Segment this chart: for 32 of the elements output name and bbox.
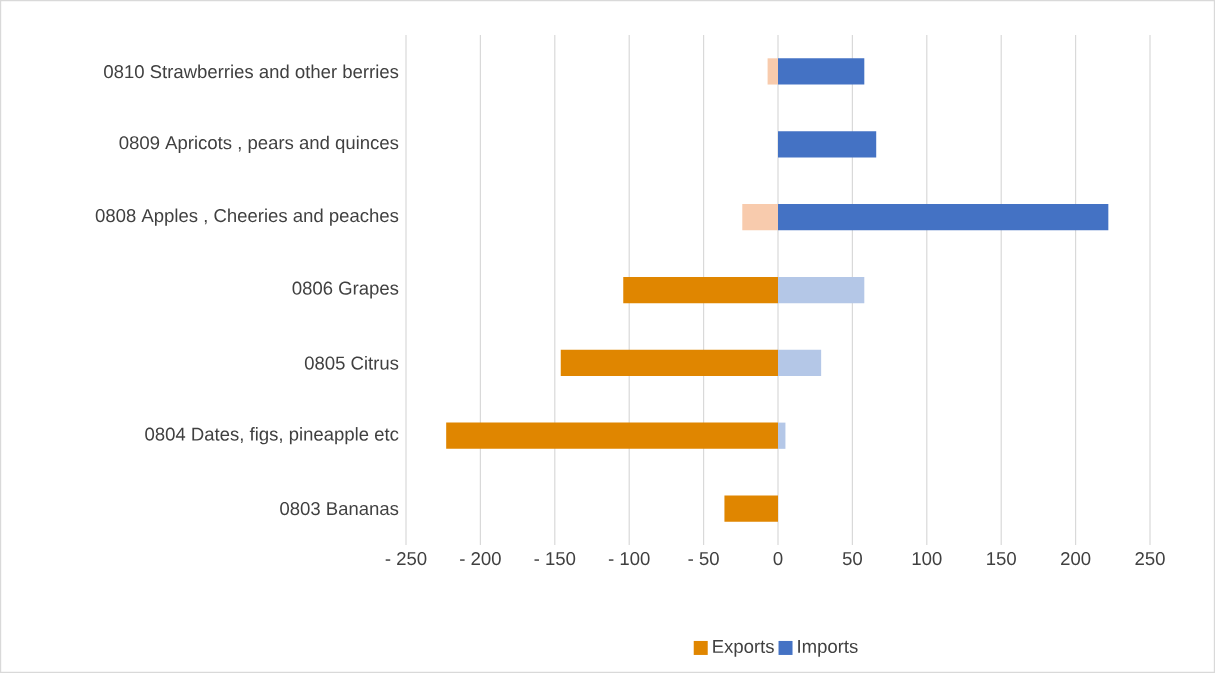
bar [623, 276, 778, 304]
bar [778, 276, 865, 304]
legend-label: Imports [798, 640, 858, 657]
x-tick-label: 150 [987, 552, 1016, 566]
bar [742, 204, 778, 231]
x-tick-label: - 50 [688, 552, 719, 566]
bar [767, 58, 778, 85]
x-tick-label: - 150 [534, 552, 576, 566]
x-tick-label: 0 [773, 552, 783, 566]
y-tick-label: 0806 Grapes [292, 281, 399, 299]
y-tick-label: 0804 Dates, figs, pineapple etc [145, 427, 399, 445]
bar [560, 349, 778, 376]
bar [778, 422, 786, 449]
x-tick-label: - 200 [460, 552, 501, 566]
x-tick-label: - 100 [608, 552, 650, 566]
y-tick-label: 0810 Strawberries and other berries [104, 64, 399, 79]
y-tick-label: 0808 Apples , Cheeries and peaches [95, 208, 399, 226]
x-tick-label: - 250 [385, 552, 427, 566]
x-tick-label: 100 [912, 552, 942, 566]
x-tick-label: 200 [1061, 552, 1091, 566]
bar [778, 58, 865, 85]
y-tick-label: 0809 Apricots , pears and quinces [119, 135, 399, 153]
bar [724, 495, 778, 522]
legend-label: Exports [713, 640, 774, 657]
bar [778, 204, 1109, 231]
bar [778, 349, 822, 376]
x-tick-label: 50 [842, 552, 862, 566]
y-tick-label: 0803 Bananas [280, 502, 399, 516]
bar [778, 131, 877, 158]
bar [446, 422, 778, 449]
x-tick-label: 250 [1135, 552, 1165, 566]
y-tick-label: 0805 Citrus [304, 356, 399, 370]
